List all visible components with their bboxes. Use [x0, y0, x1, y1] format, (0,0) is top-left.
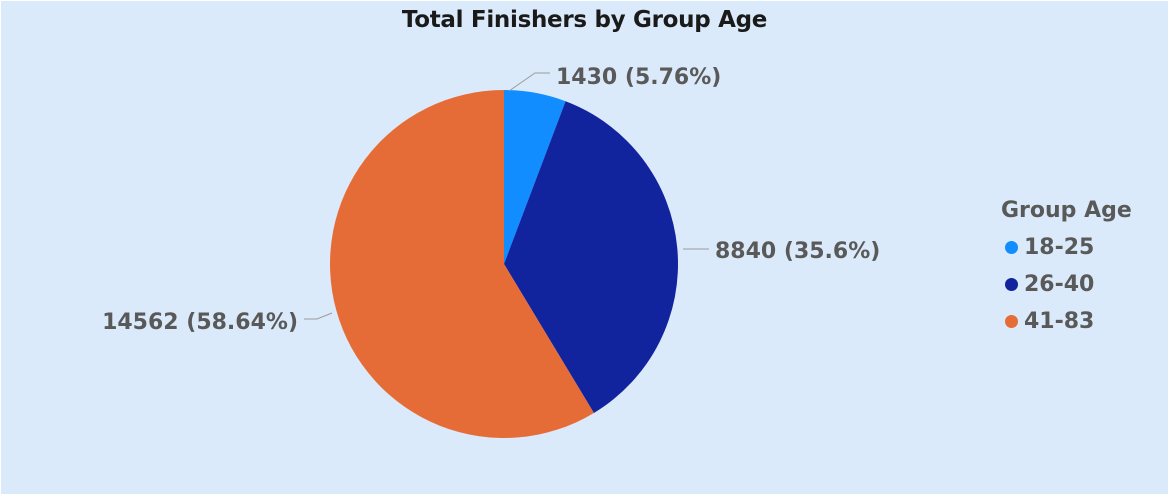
data-label-41-83: 14562 (58.64%): [102, 310, 298, 335]
legend-label: 18-25: [1024, 235, 1095, 260]
legend-swatch: [1005, 241, 1018, 254]
legend-item-18-25[interactable]: 18-25: [1001, 229, 1132, 266]
leader-line: [304, 312, 333, 320]
legend: Group Age 18-25 26-40 41-83: [1001, 198, 1132, 340]
legend-label: 26-40: [1024, 272, 1095, 297]
chart-title: Total Finishers by Group Age: [401, 7, 768, 33]
pie-slice-26-40[interactable]: [504, 101, 679, 413]
data-label-18-25: 1430 (5.76%): [556, 65, 721, 90]
leader-line: [508, 72, 550, 92]
data-label-26-40: 8840 (35.6%): [715, 239, 880, 264]
legend-item-26-40[interactable]: 26-40: [1001, 266, 1132, 303]
legend-title: Group Age: [1001, 198, 1132, 223]
legend-item-41-83[interactable]: 41-83: [1001, 303, 1132, 340]
legend-swatch: [1005, 315, 1018, 328]
pie-slice-41-83[interactable]: [330, 90, 594, 438]
legend-label: 41-83: [1024, 309, 1095, 334]
legend-swatch: [1005, 278, 1018, 291]
pie-slice-18-25[interactable]: [504, 90, 566, 264]
